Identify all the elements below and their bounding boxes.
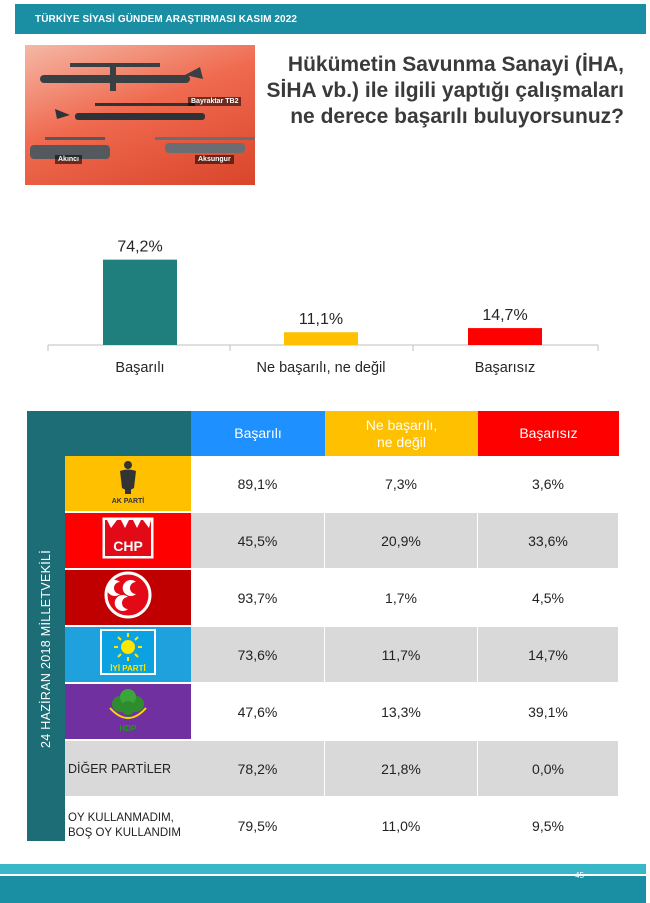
table-cell: 93,7%: [191, 570, 325, 626]
bar-1: [103, 259, 177, 345]
party-label: OY KULLANMADIM, BOŞ OY KULLANDIM: [65, 798, 191, 854]
table-cell: 39,1%: [478, 684, 619, 740]
drone-label-akinci: Akıncı: [55, 155, 83, 164]
party-label: DİĞER PARTİLER: [65, 741, 191, 797]
category-label: Başarılı: [115, 360, 164, 376]
table-cell: 79,5%: [191, 798, 325, 854]
table-cell: 9,5%: [478, 798, 619, 854]
party-cell: İYİ PARTİ: [65, 627, 191, 683]
table-cell: 13,3%: [325, 684, 478, 740]
bar-3: [468, 328, 542, 345]
bar-value-label: 74,2%: [117, 239, 162, 256]
party-cell: [65, 570, 191, 626]
party-label-text: OY KULLANMADIM, BOŞ OY KULLANDIM: [68, 811, 181, 839]
category-label: Ne başarılı, ne değil: [257, 360, 386, 376]
table-cell: 33,6%: [478, 513, 619, 569]
page-number: 45: [575, 871, 584, 880]
report-title: TÜRKİYE SİYASİ GÜNDEM ARAŞTIRMASI KASIM …: [35, 13, 298, 25]
table-cell: 11,0%: [325, 798, 478, 854]
bar-value-label: 11,1%: [299, 311, 343, 328]
table-cell: 45,5%: [191, 513, 325, 569]
table-cell: 3,6%: [478, 456, 619, 512]
report-title-bar: TÜRKİYE SİYASİ GÜNDEM ARAŞTIRMASI KASIM …: [15, 4, 646, 34]
party-cell: HDP: [65, 684, 191, 740]
table-cell: 1,7%: [325, 570, 478, 626]
chp-logo-icon: CHP: [97, 514, 159, 567]
iyi-logo-icon: İYİ PARTİ: [93, 627, 163, 682]
table-cell: 47,6%: [191, 684, 325, 740]
side-label: 24 HAZİRAN 2018 MİLLETVEKİLİ: [27, 456, 65, 841]
drone-photo: Bayraktar TB2 Akıncı Aksungur: [25, 45, 255, 185]
mhp-logo-icon: [98, 570, 158, 625]
table-cell: 21,8%: [325, 741, 478, 797]
survey-question: Hükümetin Savunma Sanayi (İHA, SİHA vb.)…: [266, 53, 624, 128]
header-basarili: Başarılı: [191, 411, 325, 456]
side-label-text: 24 HAZİRAN 2018 MİLLETVEKİLİ: [39, 549, 54, 748]
table-cell: 73,6%: [191, 627, 325, 683]
akp-logo-icon: AK PARTİ: [98, 456, 158, 511]
bar-chart: 74,2% Başarılı 11,1% Ne başarılı, ne değil 1…: [47, 239, 599, 376]
table-corner: [27, 411, 191, 456]
footer-bar: [0, 876, 646, 903]
table-cell: 11,7%: [325, 627, 478, 683]
svg-text:AK PARTİ: AK PARTİ: [112, 497, 145, 505]
party-cell: CHP: [65, 513, 191, 569]
table-cell: 4,5%: [478, 570, 619, 626]
header-basarisiz: Başarısız: [478, 411, 619, 456]
table-cell: 89,1%: [191, 456, 325, 512]
table-cell: 78,2%: [191, 741, 325, 797]
footer-bar-light: [0, 864, 646, 874]
header-ne-basarili: Ne başarılı, ne değil: [325, 411, 478, 456]
table-cell: 7,3%: [325, 456, 478, 512]
bar-2: [284, 332, 358, 345]
svg-text:HDP: HDP: [120, 724, 138, 733]
svg-text:CHP: CHP: [113, 538, 143, 554]
category-label: Başarısız: [475, 360, 535, 376]
table-cell: 20,9%: [325, 513, 478, 569]
drones-illustration: [30, 63, 255, 159]
party-cell: AK PARTİ: [65, 456, 191, 512]
drone-label-aksungur: Aksungur: [195, 155, 234, 164]
svg-text:İYİ PARTİ: İYİ PARTİ: [110, 664, 145, 673]
bar-value-label: 14,7%: [482, 307, 527, 324]
hdp-logo-icon: HDP: [98, 684, 158, 739]
table-cell: 14,7%: [478, 627, 619, 683]
table-cell: 0,0%: [478, 741, 619, 797]
drone-label-tb2: Bayraktar TB2: [188, 97, 242, 106]
